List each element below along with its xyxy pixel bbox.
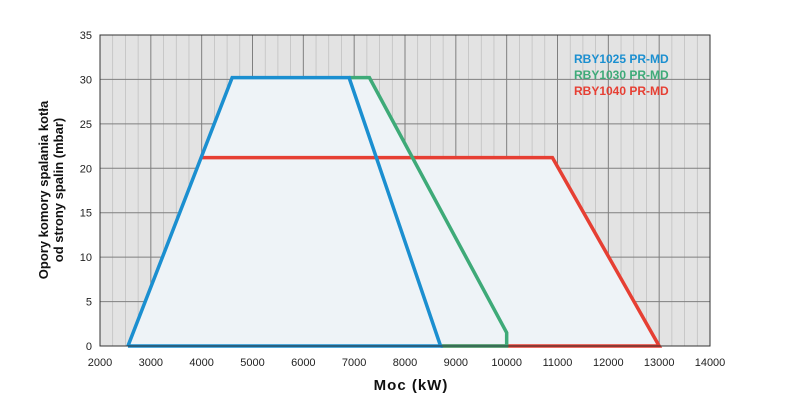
y-tick-label: 15 — [80, 208, 92, 220]
y-axis-title-line-2: od strony spalin (mbar) — [51, 118, 66, 262]
x-tick-label: 2000 — [88, 357, 112, 369]
x-tick-label: 7000 — [342, 357, 366, 369]
y-tick-label: 10 — [80, 252, 92, 264]
x-axis-title: Moc (kW) — [374, 377, 449, 394]
y-axis-title-line-1: Opory komory spalania kotła — [36, 100, 51, 279]
y-tick-labels: 0 5 10 15 20 25 30 35 — [80, 30, 92, 353]
x-tick-labels: 2000 3000 4000 5000 6000 7000 8000 9000 10000 110… — [88, 357, 726, 369]
x-tick-label: 3000 — [139, 357, 163, 369]
y-tick-label: 20 — [80, 163, 92, 175]
legend-entry: RBY1030 PR-MD — [574, 68, 669, 82]
legend: RBY1025 PR-MD RBY1030 PR-MD RBY1040 PR-MD — [574, 52, 669, 98]
y-tick-label: 30 — [80, 74, 92, 86]
x-tick-label: 5000 — [240, 357, 264, 369]
x-tick-label: 13000 — [644, 357, 675, 369]
y-tick-label: 5 — [86, 297, 92, 309]
x-tick-label: 6000 — [291, 357, 315, 369]
x-tick-label: 8000 — [393, 357, 417, 369]
x-tick-label: 12000 — [593, 357, 624, 369]
x-tick-label: 14000 — [695, 357, 726, 369]
operating-region-fill-extra — [201, 157, 660, 346]
plot-border — [99, 34, 711, 347]
y-tick-label: 0 — [86, 341, 92, 353]
x-tick-label: 10000 — [491, 357, 522, 369]
legend-entry: RBY1025 PR-MD — [574, 52, 669, 66]
legend-entry: RBY1040 PR-MD — [574, 84, 669, 98]
y-tick-label: 35 — [80, 30, 92, 42]
x-tick-label: 4000 — [189, 357, 213, 369]
y-tick-label: 25 — [80, 119, 92, 131]
y-axis-title: Opory komory spalania kotła od strony sp… — [36, 100, 66, 279]
x-tick-label: 9000 — [444, 357, 468, 369]
x-tick-label: 11000 — [543, 357, 573, 369]
